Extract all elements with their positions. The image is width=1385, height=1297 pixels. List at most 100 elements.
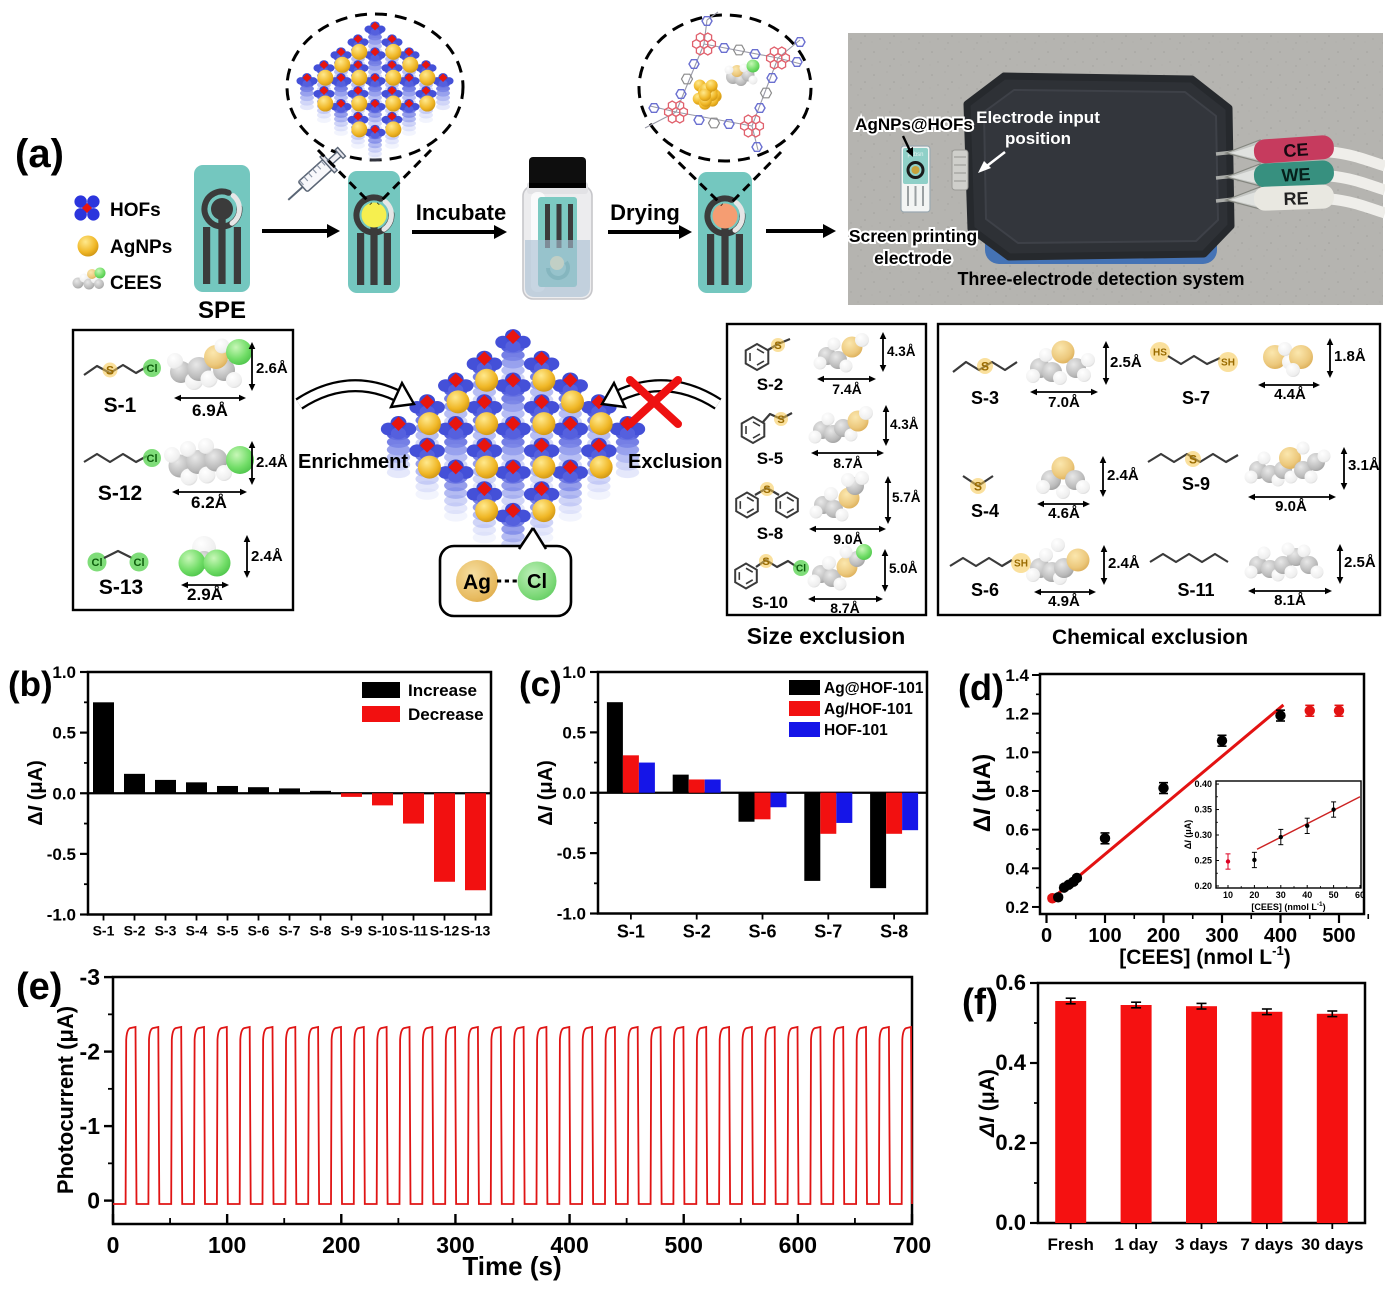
svg-text:0.4: 0.4 — [1005, 859, 1029, 878]
svg-text:3 days: 3 days — [1175, 1235, 1228, 1254]
svg-text:9.0Å: 9.0Å — [833, 531, 863, 547]
svg-text:5.0Å: 5.0Å — [889, 561, 918, 576]
svg-text:7.0Å: 7.0Å — [1048, 394, 1080, 411]
svg-text:S-9: S-9 — [341, 923, 363, 939]
svg-text:Cl: Cl — [527, 571, 547, 593]
svg-text:0.25: 0.25 — [1194, 855, 1212, 865]
svg-text:S: S — [774, 340, 781, 352]
svg-text:600: 600 — [779, 1232, 817, 1258]
svg-text:Time (s): Time (s) — [462, 1251, 561, 1281]
svg-text:1.0: 1.0 — [562, 663, 586, 682]
svg-text:S: S — [106, 363, 114, 377]
svg-text:5.7Å: 5.7Å — [892, 490, 921, 505]
svg-text:S-8: S-8 — [880, 922, 908, 942]
svg-text:Cl: Cl — [147, 453, 158, 465]
svg-text:Three-electrode detection syst: Three-electrode detection system — [957, 269, 1244, 289]
svg-text:50: 50 — [1329, 890, 1339, 900]
svg-text:0.30: 0.30 — [1194, 830, 1212, 840]
svg-text:electrode: electrode — [874, 248, 952, 268]
svg-text:Exclusion: Exclusion — [628, 451, 722, 473]
svg-text:200: 200 — [322, 1232, 360, 1258]
svg-text:-1.0: -1.0 — [557, 905, 586, 924]
svg-text:2.9Å: 2.9Å — [187, 585, 223, 604]
svg-text:4.3Å: 4.3Å — [890, 417, 919, 432]
svg-text:3.1Å: 3.1Å — [1348, 457, 1380, 474]
svg-text:S-1: S-1 — [93, 923, 115, 939]
svg-text:S-5: S-5 — [217, 923, 239, 939]
svg-text:8.1Å: 8.1Å — [1274, 592, 1306, 609]
svg-text:2.5Å: 2.5Å — [1110, 354, 1142, 371]
svg-text:S-6: S-6 — [971, 580, 999, 600]
svg-text:S-2: S-2 — [683, 922, 711, 942]
svg-text:-3: -3 — [80, 964, 100, 990]
svg-text:SH: SH — [1221, 358, 1235, 369]
svg-text:10: 10 — [1223, 890, 1233, 900]
svg-text:200: 200 — [1147, 925, 1180, 947]
svg-text:Cl: Cl — [796, 564, 806, 575]
svg-text:(b): (b) — [8, 665, 53, 704]
svg-text:0.0: 0.0 — [562, 784, 586, 803]
svg-text:30 days: 30 days — [1301, 1235, 1363, 1254]
svg-text:HS: HS — [1153, 348, 1167, 359]
svg-text:ΔI (μA): ΔI (μA) — [976, 1069, 999, 1138]
svg-text:Cl: Cl — [147, 363, 158, 375]
svg-text:S-3: S-3 — [971, 388, 999, 408]
svg-text:S-4: S-4 — [971, 501, 999, 521]
svg-text:2.6Å: 2.6Å — [256, 360, 288, 377]
svg-text:S-2: S-2 — [757, 375, 783, 394]
svg-text:0.20: 0.20 — [1194, 881, 1212, 891]
svg-text:S-6: S-6 — [248, 923, 270, 939]
svg-text:0: 0 — [87, 1188, 100, 1214]
svg-text:2.4Å: 2.4Å — [251, 548, 283, 565]
svg-text:100: 100 — [1088, 925, 1121, 947]
svg-text:1.0: 1.0 — [1005, 743, 1029, 762]
svg-text:2.4Å: 2.4Å — [1107, 467, 1139, 484]
svg-text:S-13: S-13 — [461, 923, 491, 939]
svg-text:S: S — [974, 479, 982, 493]
svg-text:position: position — [1005, 129, 1071, 148]
svg-text:S-2: S-2 — [124, 923, 146, 939]
svg-text:7.4Å: 7.4Å — [832, 381, 862, 397]
svg-text:8.7Å: 8.7Å — [833, 455, 863, 471]
svg-text:8.7Å: 8.7Å — [830, 600, 860, 616]
svg-text:ΔI (μA): ΔI (μA) — [969, 754, 996, 833]
svg-text:2.5Å: 2.5Å — [1344, 554, 1376, 571]
svg-text:0.5: 0.5 — [52, 724, 76, 743]
svg-text:0.2: 0.2 — [1005, 898, 1029, 917]
svg-text:4.9Å: 4.9Å — [1048, 593, 1080, 610]
svg-text:0.6: 0.6 — [995, 970, 1026, 995]
svg-text:S-1: S-1 — [104, 394, 137, 417]
svg-text:S-12: S-12 — [430, 923, 460, 939]
svg-text:0.5: 0.5 — [562, 723, 586, 742]
svg-text:(c): (c) — [519, 665, 562, 704]
svg-text:-1.0: -1.0 — [47, 906, 76, 925]
svg-text:pcbsn: pcbsn — [907, 152, 923, 158]
svg-text:S-10: S-10 — [368, 923, 398, 939]
svg-text:S-7: S-7 — [279, 923, 301, 939]
svg-text:S-7: S-7 — [814, 922, 842, 942]
svg-text:AgNPs: AgNPs — [110, 237, 172, 258]
svg-text:ΔI (μA): ΔI (μA) — [535, 760, 557, 826]
svg-text:S-8: S-8 — [310, 923, 332, 939]
svg-text:S-4: S-4 — [186, 923, 208, 939]
svg-text:0.0: 0.0 — [52, 784, 76, 803]
svg-text:Ag@HOF-101: Ag@HOF-101 — [824, 680, 924, 697]
svg-text:ΔI (μA): ΔI (μA) — [1183, 820, 1193, 850]
svg-text:(f): (f) — [962, 981, 998, 1022]
svg-text:S-9: S-9 — [1182, 474, 1210, 494]
svg-text:4.6Å: 4.6Å — [1048, 505, 1080, 522]
svg-text:0.0: 0.0 — [995, 1210, 1026, 1235]
svg-text:40: 40 — [1302, 890, 1312, 900]
svg-text:SPE: SPE — [198, 297, 246, 324]
svg-text:S-3: S-3 — [155, 923, 177, 939]
svg-text:Screen printing: Screen printing — [849, 226, 977, 246]
svg-text:RE: RE — [1283, 188, 1309, 209]
svg-text:1.4: 1.4 — [1005, 666, 1029, 685]
svg-text:-0.5: -0.5 — [47, 845, 76, 864]
svg-text:S: S — [763, 484, 770, 496]
svg-text:6.2Å: 6.2Å — [191, 493, 227, 512]
svg-text:[CEES] (nmol L-1): [CEES] (nmol L-1) — [1119, 943, 1290, 969]
svg-text:-2: -2 — [80, 1039, 100, 1065]
svg-text:2.4Å: 2.4Å — [1108, 555, 1140, 572]
svg-text:7 days: 7 days — [1240, 1235, 1293, 1254]
